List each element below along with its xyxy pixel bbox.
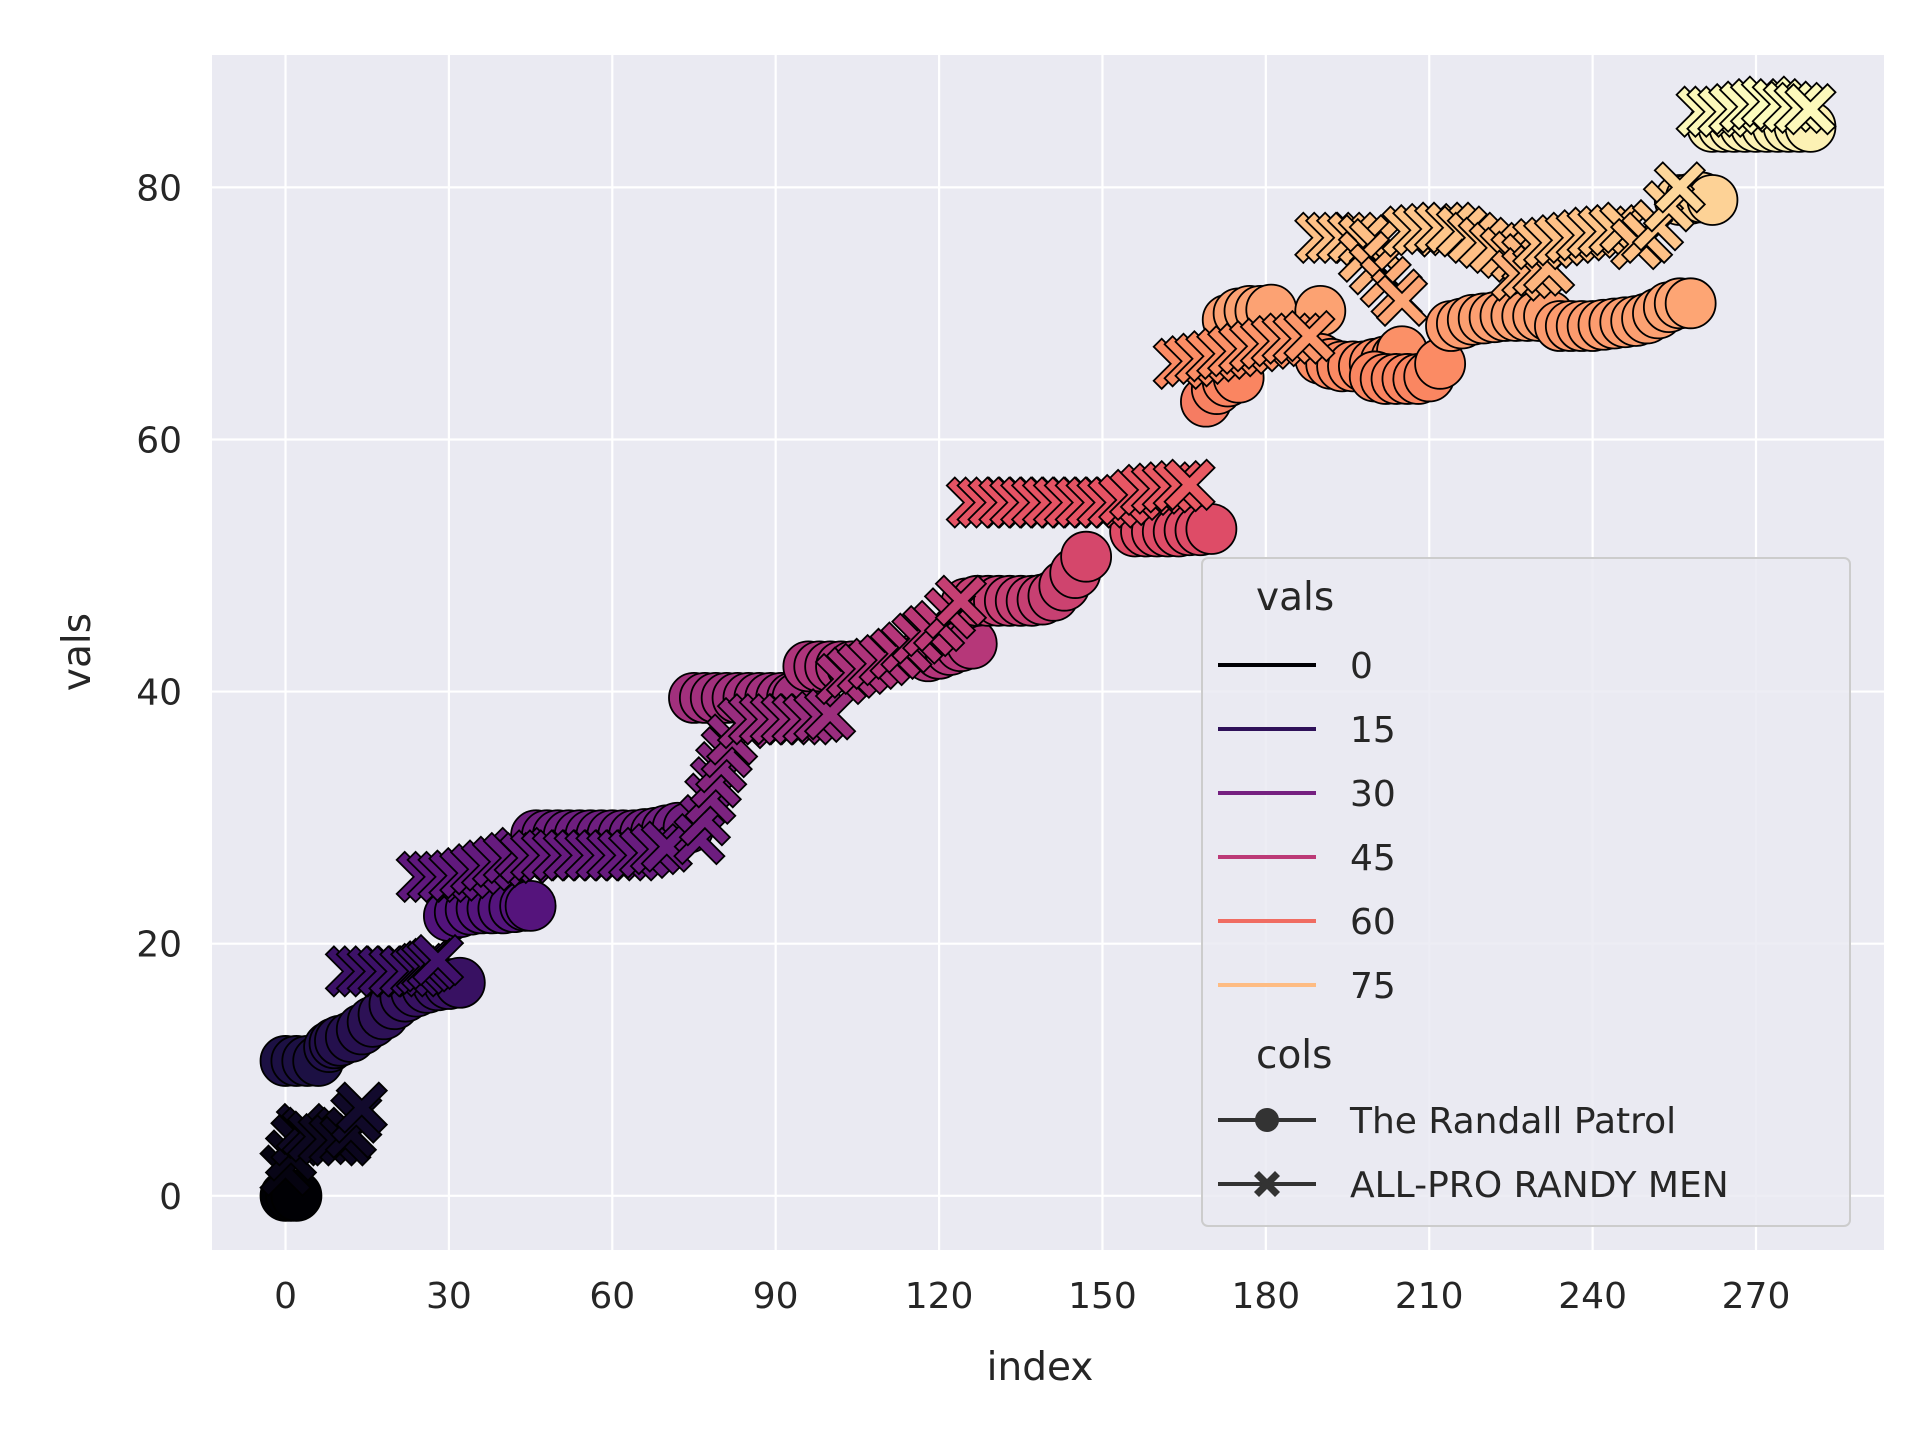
x-tick-label: 150 bbox=[1068, 1276, 1137, 1317]
y-axis-label: vals bbox=[55, 613, 100, 691]
legend-hue-title: vals bbox=[1256, 575, 1334, 620]
legend-style-title: cols bbox=[1256, 1033, 1332, 1078]
legend-style-label: The Randall Patrol bbox=[1349, 1101, 1676, 1142]
data-point bbox=[1664, 277, 1717, 330]
data-point bbox=[270, 1169, 323, 1222]
x-tick-label: 270 bbox=[1722, 1276, 1791, 1317]
x-tick-label: 90 bbox=[753, 1276, 799, 1317]
legend-style-entries: The Randall Patrol ALL-PRO RANDY MEN bbox=[1218, 1101, 1729, 1206]
legend-hue-entries: 0 15 30 45 60 75 bbox=[1218, 646, 1396, 1007]
y-tick-label: 0 bbox=[159, 1177, 182, 1218]
x-tick-label: 0 bbox=[274, 1276, 297, 1317]
x-axis-label: index bbox=[987, 1345, 1094, 1390]
legend: vals 0 15 30 45 60 75 cols The Randall Patrol… bbox=[1201, 557, 1851, 1227]
y-tick-label: 40 bbox=[136, 673, 182, 714]
data-point bbox=[1185, 503, 1238, 555]
legend-circle-marker bbox=[1255, 1108, 1279, 1132]
legend-hue-label: 75 bbox=[1350, 966, 1396, 1007]
x-tick-label: 60 bbox=[589, 1276, 635, 1317]
legend-hue-label: 0 bbox=[1350, 646, 1373, 687]
data-point bbox=[1784, 82, 1837, 136]
y-tick-label: 80 bbox=[136, 168, 182, 209]
data-point bbox=[1163, 458, 1216, 512]
data-point bbox=[1060, 530, 1113, 583]
x-tick-label: 240 bbox=[1558, 1276, 1627, 1317]
legend-x-marker bbox=[1254, 1171, 1280, 1197]
x-tick-label: 210 bbox=[1395, 1276, 1464, 1317]
data-point bbox=[934, 574, 988, 628]
legend-hue-label: 60 bbox=[1350, 902, 1396, 943]
legend-frame bbox=[1201, 557, 1851, 1227]
data-point bbox=[411, 933, 465, 987]
x-tick-label: 30 bbox=[426, 1276, 472, 1317]
y-tick-label: 60 bbox=[136, 420, 182, 461]
data-point bbox=[1653, 161, 1707, 214]
y-tick-label: 20 bbox=[136, 925, 182, 966]
x-tick-label: 120 bbox=[905, 1276, 974, 1317]
data-point bbox=[803, 688, 857, 741]
legend-hue-label: 30 bbox=[1350, 774, 1396, 815]
series-all-pro-randy-men bbox=[259, 75, 1837, 1197]
data-point bbox=[1375, 274, 1429, 328]
data-point bbox=[1283, 309, 1336, 363]
legend-hue-label: 45 bbox=[1350, 838, 1396, 879]
data-point bbox=[335, 1081, 389, 1134]
legend-hue-label: 15 bbox=[1350, 710, 1396, 751]
data-point bbox=[504, 879, 557, 932]
x-tick-label: 180 bbox=[1231, 1276, 1300, 1317]
data-marks bbox=[259, 75, 1837, 1222]
legend-style-label: ALL-PRO RANDY MEN bbox=[1350, 1165, 1729, 1206]
